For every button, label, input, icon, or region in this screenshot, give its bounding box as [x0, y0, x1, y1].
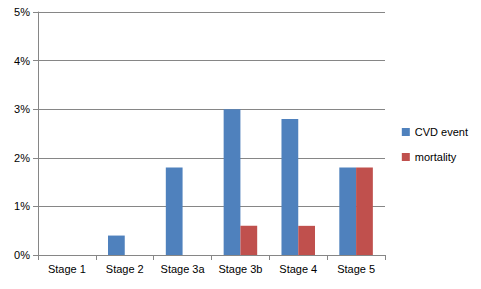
svg-text:2%: 2%: [14, 152, 30, 164]
svg-text:3%: 3%: [14, 103, 30, 115]
svg-text:Stage 2: Stage 2: [106, 263, 144, 275]
svg-text:Stage 4: Stage 4: [279, 263, 317, 275]
svg-text:4%: 4%: [14, 55, 30, 67]
svg-text:Stage 5: Stage 5: [337, 263, 375, 275]
svg-text:5%: 5%: [14, 6, 30, 18]
svg-text:0%: 0%: [14, 249, 30, 261]
svg-text:1%: 1%: [14, 200, 30, 212]
svg-text:CVD event: CVD event: [415, 126, 468, 138]
svg-text:mortality: mortality: [415, 151, 457, 163]
svg-text:Stage 3b: Stage 3b: [218, 263, 262, 275]
svg-text:Stage 1: Stage 1: [48, 263, 86, 275]
svg-text:Stage 3a: Stage 3a: [161, 263, 206, 275]
